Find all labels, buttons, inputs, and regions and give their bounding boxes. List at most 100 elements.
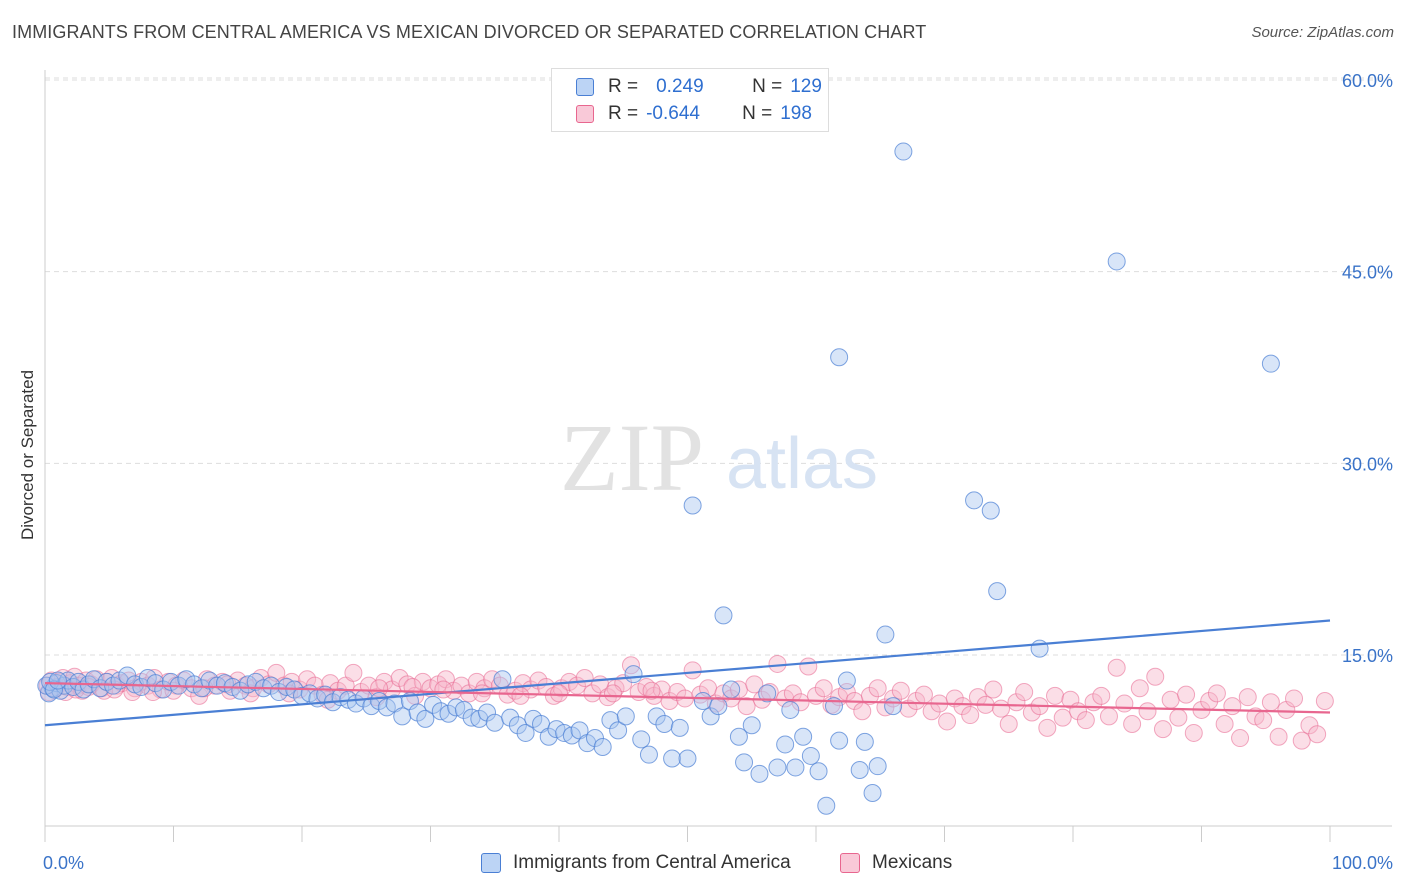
legend-n-label: N = bbox=[742, 103, 773, 124]
central-america-point bbox=[408, 703, 427, 722]
bottom-legend-swatch-blue bbox=[481, 853, 501, 873]
mexicans-point bbox=[891, 681, 910, 700]
central-america-point bbox=[868, 757, 887, 776]
mexicans-point bbox=[413, 672, 432, 691]
mexicans-point bbox=[1169, 708, 1188, 727]
central-america-point bbox=[632, 730, 651, 749]
central-america-point bbox=[693, 692, 712, 710]
mexicans-point bbox=[914, 685, 933, 704]
y-tick-label: 45.0% bbox=[1342, 263, 1393, 283]
mexicans-point bbox=[1015, 683, 1034, 702]
y-tick-label: 30.0% bbox=[1342, 454, 1393, 474]
gridlines bbox=[45, 77, 1392, 656]
central-america-point bbox=[508, 716, 527, 735]
mexicans-point bbox=[370, 679, 389, 698]
central-america-point bbox=[616, 707, 635, 726]
mexicans-point bbox=[683, 661, 702, 680]
central-america-point bbox=[146, 674, 165, 693]
mexicans-point bbox=[1254, 711, 1273, 730]
central-america-point bbox=[485, 713, 504, 732]
legend-r-value: -0.644 bbox=[646, 103, 700, 124]
mexicans-point bbox=[1269, 727, 1288, 746]
x-tick-label: 0.0% bbox=[43, 853, 84, 873]
mexicans-point bbox=[868, 679, 887, 698]
central-america-point bbox=[192, 679, 211, 698]
central-america-point bbox=[516, 723, 535, 742]
mexicans-point bbox=[961, 706, 980, 725]
mexicans-point bbox=[1207, 684, 1226, 703]
legend-n-value: 198 bbox=[780, 103, 812, 124]
central-america-point bbox=[655, 715, 674, 733]
mexicans-point bbox=[968, 688, 987, 707]
source-label: Source: ZipAtlas.com bbox=[1251, 24, 1394, 41]
central-america-point bbox=[683, 496, 702, 515]
central-america-points bbox=[37, 142, 1280, 815]
mexicans-point bbox=[1161, 690, 1180, 709]
central-america-point bbox=[786, 758, 805, 777]
central-america-point bbox=[876, 625, 895, 644]
mexicans-point bbox=[992, 699, 1011, 718]
mexicans-point bbox=[1138, 702, 1157, 721]
mexicans-point bbox=[1107, 658, 1126, 677]
legend-swatch-pink bbox=[576, 105, 594, 123]
mexicans-points bbox=[38, 654, 1334, 750]
central-america-point bbox=[722, 680, 741, 699]
mexicans-point bbox=[1223, 697, 1242, 716]
central-america-point bbox=[750, 764, 769, 783]
bottom-legend-label-pink: Mexicans bbox=[872, 852, 953, 873]
central-america-point bbox=[262, 676, 281, 695]
x-tick-label: 100.0% bbox=[1332, 853, 1393, 873]
y-tick-label: 60.0% bbox=[1342, 71, 1393, 91]
watermark: ZIP atlas bbox=[560, 404, 878, 511]
mexicans-point bbox=[1007, 693, 1026, 712]
chart-title: IMMIGRANTS FROM CENTRAL AMERICA VS MEXIC… bbox=[12, 22, 927, 42]
central-america-point bbox=[742, 716, 761, 735]
bottom-legend-pink: Mexicans bbox=[840, 852, 952, 874]
mexicans-point bbox=[768, 654, 787, 673]
mexicans-point bbox=[603, 684, 622, 703]
mexicans-point bbox=[550, 684, 568, 703]
central-america-point bbox=[794, 727, 813, 746]
mexicans-point bbox=[1099, 707, 1118, 726]
central-america-point bbox=[729, 727, 748, 746]
central-america-point bbox=[663, 749, 682, 768]
mexicans-point bbox=[1292, 731, 1311, 750]
mexicans-point bbox=[899, 699, 918, 718]
watermark-zip: ZIP bbox=[560, 404, 704, 511]
legend-r-value: 0.249 bbox=[656, 76, 704, 97]
mexicans-point bbox=[390, 669, 409, 687]
mexicans-point bbox=[1153, 720, 1172, 739]
central-america-point bbox=[478, 703, 497, 722]
central-america-point bbox=[454, 700, 473, 719]
central-america-point bbox=[1107, 252, 1126, 271]
legend-n-label: N = bbox=[752, 76, 783, 97]
central-america-point bbox=[714, 606, 733, 625]
central-america-point bbox=[678, 749, 697, 768]
mexicans-trend-line bbox=[44, 682, 1331, 714]
central-america-point bbox=[850, 761, 869, 779]
watermark-atlas: atlas bbox=[726, 424, 878, 504]
central-america-point bbox=[609, 721, 628, 740]
mexicans-point bbox=[1308, 725, 1327, 744]
central-america-point bbox=[439, 704, 458, 723]
mexicans-point bbox=[745, 675, 764, 694]
central-america-point bbox=[670, 718, 689, 737]
mexicans-point bbox=[434, 680, 453, 699]
mexicans-point bbox=[791, 693, 810, 712]
central-america-point bbox=[647, 707, 666, 726]
mexicans-point bbox=[575, 669, 594, 687]
central-america-point bbox=[701, 707, 720, 726]
central-america-point bbox=[246, 672, 265, 691]
mexicans-point bbox=[1261, 693, 1280, 712]
mexicans-point bbox=[984, 680, 1003, 699]
central-america-point bbox=[424, 695, 443, 714]
y-tick-label: 15.0% bbox=[1342, 646, 1393, 666]
central-america-point bbox=[709, 697, 728, 716]
correlation-legend: R = 0.249 N = 129 R = -0.644 N = 198 bbox=[551, 68, 829, 132]
central-america-point bbox=[758, 684, 777, 703]
central-america-point bbox=[801, 746, 820, 765]
central-america-point bbox=[830, 731, 849, 750]
central-america-point bbox=[809, 762, 828, 781]
y-axis-title: Divorced or Separated bbox=[18, 369, 37, 541]
